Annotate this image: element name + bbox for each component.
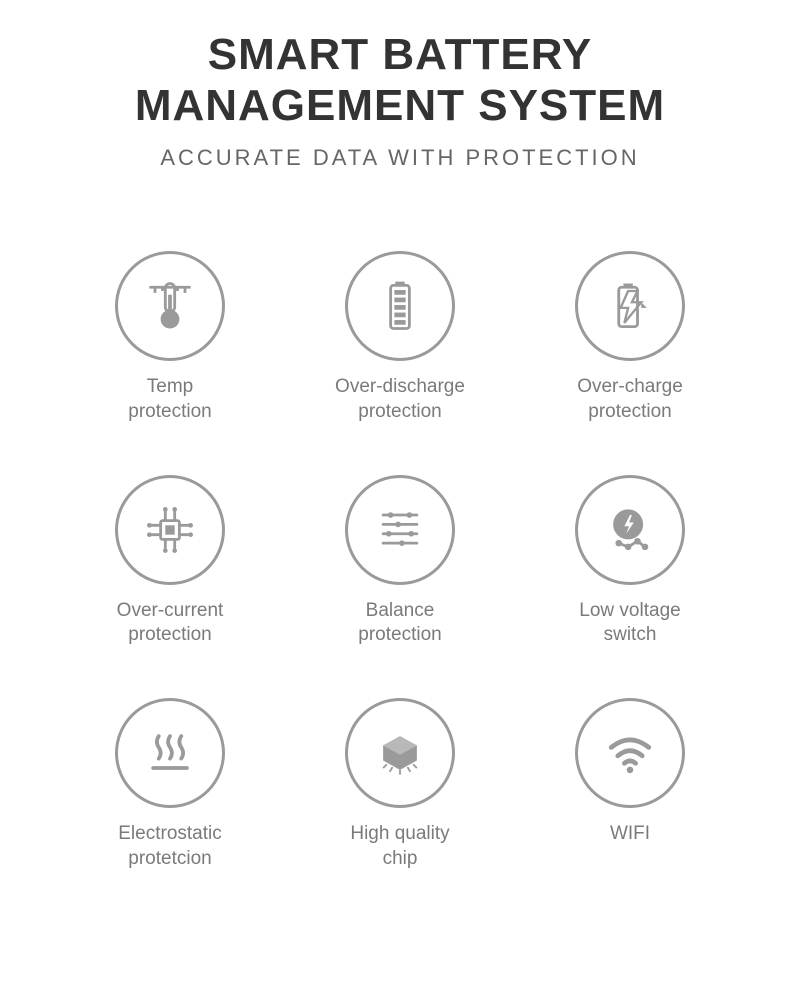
page-title: SMART BATTERY MANAGEMENT SYSTEM (135, 30, 665, 131)
feature-over-current: Over-current protection (90, 475, 250, 648)
circuit-icon (345, 475, 455, 585)
feature-over-charge: Over-charge protection (550, 251, 710, 424)
chip-icon (345, 698, 455, 808)
voltage-icon (575, 475, 685, 585)
feature-label: Balance protection (358, 599, 441, 648)
feature-label: WIFI (610, 822, 650, 847)
cpu-icon (115, 475, 225, 585)
feature-high-quality-chip: High quality chip (320, 698, 480, 871)
feature-wifi: WIFI (550, 698, 710, 871)
battery-bolt-icon (575, 251, 685, 361)
wifi-icon (575, 698, 685, 808)
feature-label: Over-charge protection (577, 375, 683, 424)
feature-label: High quality chip (350, 822, 449, 871)
feature-label: Temp protection (128, 375, 211, 424)
title-line-2: MANAGEMENT SYSTEM (135, 81, 665, 130)
feature-electrostatic: Electrostatic protetcion (90, 698, 250, 871)
feature-low-voltage: Low voltage switch (550, 475, 710, 648)
feature-label: Electrostatic protetcion (118, 822, 221, 871)
feature-label: Over-current protection (117, 599, 224, 648)
feature-balance: Balance protection (320, 475, 480, 648)
page-subtitle: ACCURATE DATA WITH PROTECTION (160, 145, 639, 171)
thermometer-icon (115, 251, 225, 361)
feature-label: Low voltage switch (579, 599, 680, 648)
heat-waves-icon (115, 698, 225, 808)
feature-over-discharge: Over-discharge protection (320, 251, 480, 424)
features-grid: Temp protection Over-discharge protectio… (90, 251, 710, 871)
feature-label: Over-discharge protection (335, 375, 465, 424)
feature-temp-protection: Temp protection (90, 251, 250, 424)
title-line-1: SMART BATTERY (208, 30, 593, 79)
battery-full-icon (345, 251, 455, 361)
